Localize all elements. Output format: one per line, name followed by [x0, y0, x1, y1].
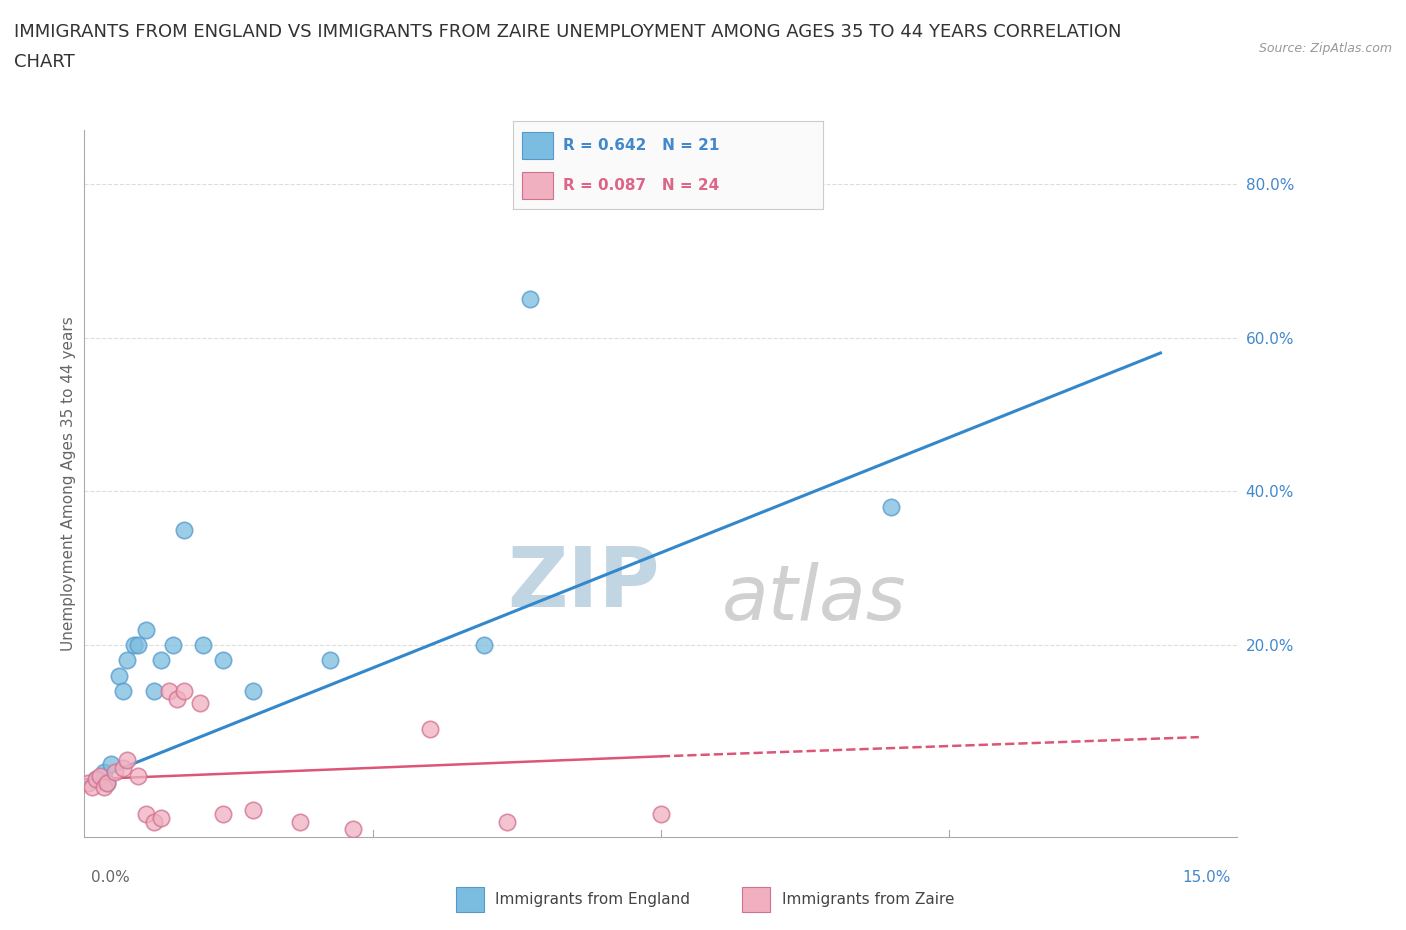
Point — [472, 637, 495, 652]
Point — [111, 761, 134, 776]
Point — [127, 768, 149, 783]
Point — [173, 684, 195, 698]
Point — [419, 722, 441, 737]
Point — [115, 653, 138, 668]
Text: R = 0.087   N = 24: R = 0.087 N = 24 — [562, 178, 718, 193]
Text: Immigrants from Zaire: Immigrants from Zaire — [782, 892, 955, 908]
Point — [89, 768, 111, 783]
Point — [135, 622, 157, 637]
Point — [188, 695, 211, 710]
Point — [100, 757, 122, 772]
Point — [193, 637, 215, 652]
Point — [150, 810, 173, 825]
Point — [288, 814, 311, 829]
Text: ZIP: ZIP — [508, 543, 659, 624]
Point — [96, 776, 118, 790]
Point — [77, 776, 100, 790]
Point — [150, 653, 173, 668]
Text: R = 0.642   N = 21: R = 0.642 N = 21 — [562, 139, 718, 153]
Bar — [456, 887, 484, 912]
Y-axis label: Unemployment Among Ages 35 to 44 years: Unemployment Among Ages 35 to 44 years — [60, 316, 76, 651]
Point — [80, 779, 103, 794]
Point — [111, 684, 134, 698]
Text: Immigrants from England: Immigrants from England — [495, 892, 690, 908]
Bar — [523, 172, 554, 199]
Text: IMMIGRANTS FROM ENGLAND VS IMMIGRANTS FROM ZAIRE UNEMPLOYMENT AMONG AGES 35 TO 4: IMMIGRANTS FROM ENGLAND VS IMMIGRANTS FR… — [14, 23, 1122, 41]
Point — [211, 653, 233, 668]
Point — [142, 814, 165, 829]
Point — [166, 691, 188, 706]
Point — [650, 806, 672, 821]
Point — [142, 684, 165, 698]
Point — [93, 779, 115, 794]
Point — [880, 499, 903, 514]
Point — [108, 669, 131, 684]
Text: atlas: atlas — [723, 562, 907, 636]
Point — [124, 637, 146, 652]
Text: 15.0%: 15.0% — [1182, 870, 1230, 884]
Point — [242, 803, 264, 817]
Point — [115, 752, 138, 767]
Point — [173, 523, 195, 538]
Point — [162, 637, 184, 652]
Text: CHART: CHART — [14, 53, 75, 71]
Point — [519, 292, 541, 307]
Point — [96, 776, 118, 790]
Bar — [523, 132, 554, 159]
Point — [84, 772, 107, 787]
Point — [93, 764, 115, 779]
Point — [127, 637, 149, 652]
Point — [242, 684, 264, 698]
Text: 0.0%: 0.0% — [91, 870, 131, 884]
Point — [211, 806, 233, 821]
Bar — [742, 887, 770, 912]
Point — [104, 764, 127, 779]
Point — [135, 806, 157, 821]
Point — [157, 684, 180, 698]
Point — [319, 653, 342, 668]
Point — [496, 814, 519, 829]
Point — [342, 822, 364, 837]
Point — [84, 772, 107, 787]
Text: Source: ZipAtlas.com: Source: ZipAtlas.com — [1258, 42, 1392, 55]
